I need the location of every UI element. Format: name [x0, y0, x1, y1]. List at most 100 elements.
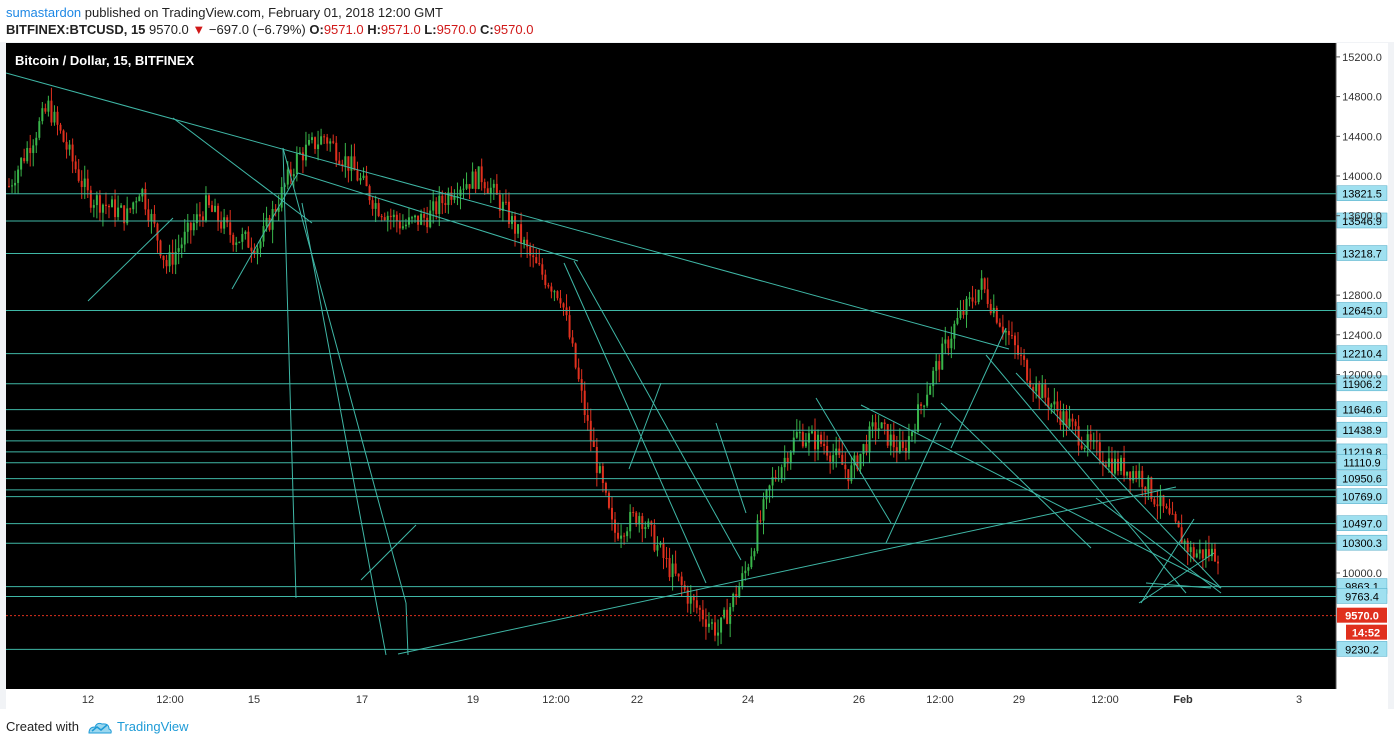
candle-body	[692, 595, 695, 601]
time-axis[interactable]	[6, 689, 1388, 709]
trendline	[282, 147, 407, 604]
candle-body	[995, 307, 998, 323]
candle-body	[280, 186, 283, 208]
level-label: 9230.2	[1345, 644, 1379, 656]
candle-body	[26, 147, 29, 162]
candle-body	[117, 207, 120, 218]
level-label-box	[1336, 641, 1388, 657]
level-label-box	[1336, 488, 1388, 504]
candle-body	[1023, 355, 1026, 360]
candle-body	[1044, 384, 1047, 398]
candle-body	[435, 201, 438, 215]
candle-body	[759, 520, 762, 522]
candle-body	[59, 124, 62, 131]
level-label: 11110.9	[1343, 458, 1380, 470]
candle-body	[95, 195, 98, 206]
candle-body	[1038, 383, 1041, 399]
candle-body	[204, 195, 207, 221]
candle-body	[171, 252, 174, 265]
candle-body	[941, 343, 944, 370]
candle-body	[120, 205, 123, 208]
candle-body	[156, 223, 159, 241]
plot-area[interactable]	[6, 43, 1336, 689]
candle-body	[389, 215, 392, 218]
level-label: 10300.3	[1342, 538, 1382, 550]
candle-body	[541, 264, 544, 275]
price-change: −697.0 (−6.79%)	[205, 22, 310, 37]
high-value: 9571.0	[380, 22, 421, 37]
candle-body	[971, 297, 974, 302]
candle-body	[1062, 411, 1065, 425]
candle-body	[674, 563, 677, 574]
candle-body	[850, 465, 853, 482]
candle-body	[77, 169, 80, 181]
y-tick-label: 10000.0	[1342, 568, 1382, 580]
candle-body	[423, 213, 426, 218]
candle-body	[429, 210, 432, 228]
candle-body	[126, 208, 129, 224]
candle-body	[717, 632, 720, 636]
candle-body	[1065, 411, 1068, 427]
candle-body	[1159, 495, 1162, 507]
candle-body	[826, 445, 829, 456]
level-label-box	[1336, 345, 1388, 361]
x-tick-label: 12:00	[926, 694, 954, 706]
candle-body	[920, 404, 923, 406]
trendline	[301, 202, 387, 656]
candle-body	[398, 221, 401, 229]
high-label: H:	[363, 22, 381, 37]
candle-body	[510, 216, 513, 224]
candle-body	[86, 178, 89, 191]
candle-body	[104, 204, 107, 206]
candle-body	[1080, 445, 1083, 449]
candle-body	[98, 195, 101, 213]
candle-body	[626, 531, 629, 537]
candle-body	[347, 156, 350, 171]
candle-body	[498, 194, 501, 211]
candle-body	[47, 100, 50, 112]
candle-body	[1047, 397, 1050, 408]
countdown-label: 14:52	[1352, 628, 1380, 640]
candle-body	[365, 175, 368, 187]
y-axis-labels: 15200.0 14800.0 14400.0 14000.0 13600.0 12800…	[1336, 52, 1382, 580]
candle-body	[565, 307, 568, 316]
trendline	[1140, 518, 1195, 604]
candle-body	[601, 466, 604, 484]
candle-body	[1089, 434, 1092, 442]
candle-body	[1032, 386, 1035, 392]
candle-body	[883, 422, 886, 425]
candle-body	[877, 428, 880, 431]
tradingview-brand-link[interactable]: TradingView	[117, 719, 189, 734]
candle-body	[1126, 471, 1129, 476]
candle-body	[756, 520, 759, 552]
candle-body	[1113, 458, 1116, 474]
candle-body	[689, 595, 692, 604]
candle-body	[938, 361, 941, 370]
y-tick-label: 14400.0	[1342, 131, 1382, 143]
candle-body	[632, 511, 635, 513]
candle-body	[671, 563, 674, 578]
candle-body	[217, 205, 220, 222]
candle-body	[656, 545, 659, 551]
candle-body	[1035, 383, 1038, 392]
candle-body	[956, 317, 959, 324]
candle-body	[192, 223, 195, 231]
x-tick-label: 24	[742, 694, 754, 706]
candle-body	[862, 444, 865, 454]
candle-body	[129, 208, 132, 210]
candle-body	[1041, 384, 1044, 399]
author-link[interactable]: sumastardon	[6, 5, 82, 20]
level-label: 12645.0	[1342, 305, 1382, 317]
trendline	[1095, 497, 1222, 594]
candle-body	[1110, 458, 1113, 474]
price-chart[interactable]: 13821.5 13546.9 13218.7 12645.0 12210.4 11906…	[6, 43, 1388, 709]
y-tick-label: 15200.0	[1342, 52, 1382, 64]
candle-body	[329, 141, 332, 144]
candle-body	[186, 222, 189, 232]
candle-body	[804, 442, 807, 447]
candle-body	[568, 315, 571, 338]
level-label-box	[1336, 534, 1388, 551]
candle-body	[968, 297, 971, 299]
candle-body	[586, 415, 589, 421]
candle-body	[198, 214, 201, 217]
